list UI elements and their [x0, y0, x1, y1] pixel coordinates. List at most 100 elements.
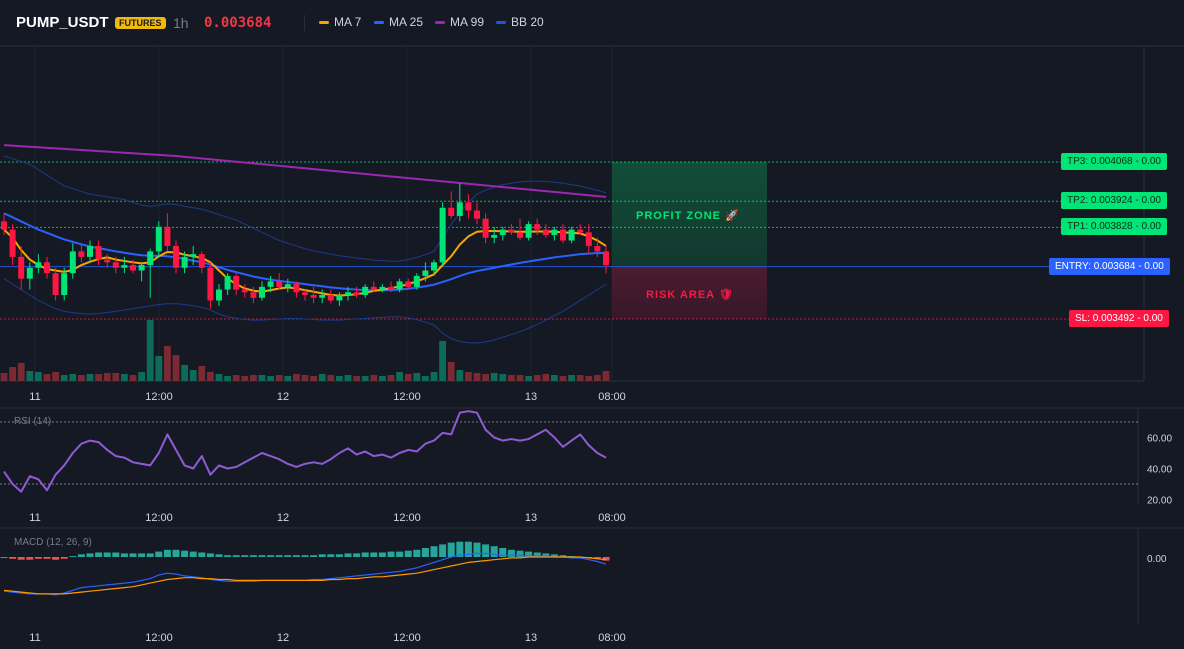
- volume-bar: [559, 376, 567, 381]
- volume-bar: [284, 376, 292, 381]
- macd-histogram-bar: [249, 555, 257, 557]
- rsi-axis-tick: 60.00: [1147, 434, 1172, 445]
- macd-x-tick-label: 12: [277, 632, 289, 644]
- volume-bar: [138, 372, 145, 381]
- ma25-line: [3, 212, 606, 292]
- volume-bar: [43, 374, 51, 381]
- sl-price-tag: SL: 0.003492 - 0.00: [1069, 310, 1169, 327]
- candle-body: [190, 254, 197, 257]
- volume-bar: [344, 375, 352, 381]
- macd-label: MACD (12, 26, 9): [14, 537, 92, 548]
- volume-bar: [422, 376, 429, 381]
- volume-bar: [551, 375, 558, 381]
- candle-body: [26, 267, 33, 279]
- macd-histogram-bar: [370, 552, 378, 557]
- volume-bar: [69, 374, 77, 381]
- candle-body: [302, 292, 308, 296]
- volume-bar: [542, 374, 550, 381]
- candle-body: [388, 286, 394, 290]
- ma99-swatch: [435, 20, 445, 24]
- macd-histogram-bar: [60, 557, 68, 559]
- volume-bar: [568, 375, 575, 381]
- price-x-tick-label: 12: [277, 391, 289, 403]
- symbol-label[interactable]: PUMP_USDT: [16, 14, 109, 31]
- volume-bar: [172, 355, 180, 381]
- volume-bar: [189, 370, 197, 381]
- ma25-swatch: [374, 20, 384, 24]
- legend-ma25[interactable]: MA 25: [374, 15, 423, 29]
- macd-histogram-bar: [439, 544, 447, 557]
- timeframe-label[interactable]: 1h: [173, 15, 189, 31]
- macd-histogram-bar: [103, 552, 111, 557]
- macd-histogram-bar: [0, 557, 8, 558]
- macd-histogram-bar: [533, 552, 541, 557]
- macd-histogram-bar: [172, 549, 180, 557]
- volume-bar: [52, 372, 59, 381]
- rsi-x-tick-label: 12:00: [145, 512, 173, 524]
- legend-bb20[interactable]: BB 20: [496, 15, 544, 29]
- volume-bar: [413, 373, 421, 381]
- macd-histogram-bar: [447, 542, 455, 557]
- candle-body: [44, 262, 50, 274]
- macd-histogram-bar: [215, 554, 223, 557]
- volume-bar: [516, 375, 524, 381]
- price-x-tick-label: 12:00: [145, 391, 173, 403]
- macd-histogram-bar: [138, 553, 146, 557]
- candle-body: [491, 235, 498, 238]
- price-x-tick-label: 13: [525, 391, 537, 403]
- candle-body: [353, 292, 360, 296]
- candle-body: [474, 210, 480, 219]
- macd-histogram-bar: [284, 555, 292, 557]
- header-divider: [304, 15, 305, 31]
- volume-bar: [275, 375, 283, 381]
- macd-histogram-bar: [456, 541, 464, 557]
- volume-bar: [103, 373, 111, 381]
- candle-body: [396, 281, 403, 290]
- macd-histogram-bar: [17, 557, 25, 560]
- volume-bar: [490, 373, 498, 381]
- candle-body: [508, 229, 515, 233]
- macd-histogram-bar: [163, 549, 171, 557]
- macd-histogram-bar: [181, 550, 189, 557]
- risk-area-label: RISK AREA 🛡: [646, 289, 734, 301]
- profit-zone: [612, 162, 767, 267]
- volume-bar: [447, 362, 455, 381]
- macd-histogram-bar: [602, 557, 610, 561]
- legend-ma99[interactable]: MA 99: [435, 15, 484, 29]
- candle-body: [310, 295, 317, 298]
- candle-body: [293, 284, 300, 293]
- candle-body: [155, 226, 162, 252]
- candle-body: [35, 262, 42, 268]
- macd-histogram-bar: [189, 551, 197, 557]
- candle-body: [585, 232, 592, 246]
- macd-histogram-bar: [353, 553, 361, 557]
- macd-histogram-bar: [559, 555, 567, 557]
- macd-histogram-bar: [43, 557, 51, 559]
- macd-histogram-bar: [421, 548, 429, 557]
- macd-histogram-bar: [86, 553, 94, 557]
- candle-body: [465, 202, 472, 211]
- candle-body: [405, 281, 412, 287]
- macd-histogram-bar: [292, 555, 300, 557]
- signal-line: [3, 556, 607, 595]
- candle-body: [345, 292, 351, 296]
- volume-bar: [585, 376, 593, 381]
- volume-bar: [602, 371, 610, 381]
- legend-ma7[interactable]: MA 7: [319, 15, 361, 29]
- candle-body: [138, 265, 145, 271]
- ma99-line: [3, 144, 607, 198]
- candle-body: [250, 292, 257, 298]
- volume-bar: [293, 374, 300, 381]
- volume-bar: [60, 375, 68, 381]
- macd-line: [3, 552, 607, 596]
- candle-body: [560, 229, 566, 241]
- volume-bar: [155, 356, 163, 381]
- volume-bar: [387, 375, 395, 381]
- volume-bar: [499, 374, 507, 381]
- candle-body: [482, 218, 489, 238]
- candle-body: [439, 207, 446, 263]
- candle-body: [147, 251, 154, 266]
- candle-body: [61, 273, 68, 296]
- macd-histogram-bar: [301, 555, 309, 557]
